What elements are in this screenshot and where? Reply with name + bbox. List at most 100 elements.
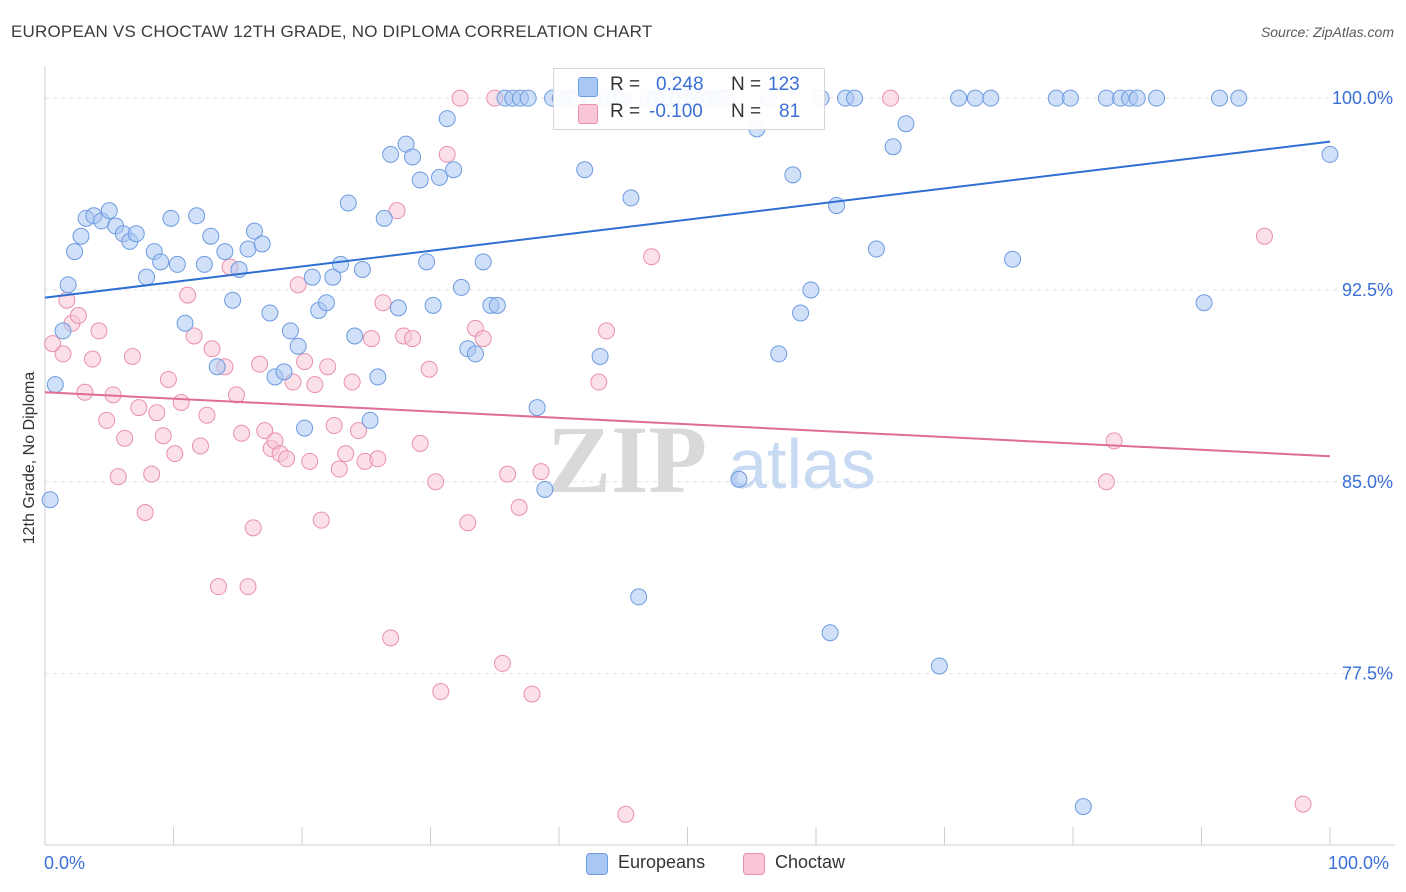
data-point (202, 227, 220, 245)
data-point (123, 347, 141, 365)
data-point (361, 411, 379, 429)
data-point (488, 296, 506, 314)
data-point (411, 171, 429, 189)
data-point (1148, 89, 1166, 107)
data-point (127, 225, 145, 243)
data-point (536, 480, 554, 498)
data-point (389, 299, 407, 317)
data-point (770, 345, 788, 363)
data-point (172, 394, 190, 412)
data-point (239, 578, 257, 596)
data-point (1128, 89, 1146, 107)
data-point (253, 235, 271, 253)
legend-swatch-europeans (578, 77, 598, 97)
data-point (339, 194, 357, 212)
data-point (382, 629, 400, 647)
data-point (784, 166, 802, 184)
data-point (317, 294, 335, 312)
data-point (54, 322, 72, 340)
data-point (203, 340, 221, 358)
trend-line (44, 140, 1331, 299)
data-point (404, 148, 422, 166)
europeans-points (41, 89, 1339, 816)
data-point (792, 304, 810, 322)
data-point (930, 657, 948, 675)
data-point (622, 189, 640, 207)
data-point (66, 243, 84, 261)
data-point (176, 314, 194, 332)
data-point (493, 654, 511, 672)
data-point (296, 419, 314, 437)
data-point (337, 445, 355, 463)
data-point (1097, 89, 1115, 107)
data-point (256, 422, 274, 440)
data-point (1195, 294, 1213, 312)
data-point (591, 347, 609, 365)
data-point (1210, 89, 1228, 107)
data-point (966, 89, 984, 107)
legend-n-value: 123 (768, 74, 800, 95)
data-point (84, 350, 102, 368)
data-point (499, 465, 517, 483)
data-point (867, 240, 885, 258)
data-point (319, 358, 337, 376)
data-point (159, 370, 177, 388)
data-point (303, 268, 321, 286)
legend-n-label: N = (731, 74, 762, 95)
data-point (519, 89, 537, 107)
data-point (432, 683, 450, 701)
legend-r-value: 0.248 (656, 74, 704, 95)
data-point (54, 345, 72, 363)
y-tick-labels: 77.5% 85.0% 92.5% 100.0% (1332, 88, 1393, 683)
data-point (459, 514, 477, 532)
data-point (369, 368, 387, 386)
data-point (451, 89, 469, 107)
data-point (289, 276, 307, 294)
data-point (244, 519, 262, 537)
data-point (251, 355, 269, 373)
data-point (438, 145, 456, 163)
data-point (281, 322, 299, 340)
data-point (375, 209, 393, 227)
data-point (109, 468, 127, 486)
chart-title: EUROPEAN VS CHOCTAW 12TH GRADE, NO DIPLO… (11, 22, 653, 41)
data-point (802, 281, 820, 299)
legend-row-europeans: R = 0.248 N = 123 (554, 73, 824, 99)
data-point (445, 161, 463, 179)
data-point (346, 327, 364, 345)
data-point (198, 406, 216, 424)
data-point (330, 460, 348, 478)
data-point (1230, 89, 1248, 107)
data-point (353, 261, 371, 279)
data-point (195, 255, 213, 273)
data-point (343, 373, 361, 391)
data-point (1255, 227, 1273, 245)
y-tick-label: 100.0% (1332, 88, 1393, 108)
data-point (617, 805, 635, 823)
y-axis-title: 12th Grade, No Diploma (21, 371, 38, 545)
data-point (1294, 795, 1312, 813)
data-point (438, 110, 456, 128)
legend-r-label: R = (610, 74, 641, 95)
data-point (950, 89, 968, 107)
data-point (474, 253, 492, 271)
data-point (278, 450, 296, 468)
data-point (148, 404, 166, 422)
data-point (188, 207, 206, 225)
legend-label-choctaw: Choctaw (775, 852, 846, 872)
legend-swatch-choctaw (578, 104, 598, 124)
data-point (523, 685, 541, 703)
data-point (41, 491, 59, 509)
data-point (590, 373, 608, 391)
data-point (312, 511, 330, 529)
data-point (332, 255, 350, 273)
data-point (362, 330, 380, 348)
legend-n-label: N = (731, 101, 762, 122)
data-point (1061, 89, 1079, 107)
data-point (982, 89, 1000, 107)
data-point (1004, 250, 1022, 268)
data-point (598, 322, 616, 340)
data-point (239, 240, 257, 258)
series-legend: Europeans Choctaw (0, 850, 1406, 878)
